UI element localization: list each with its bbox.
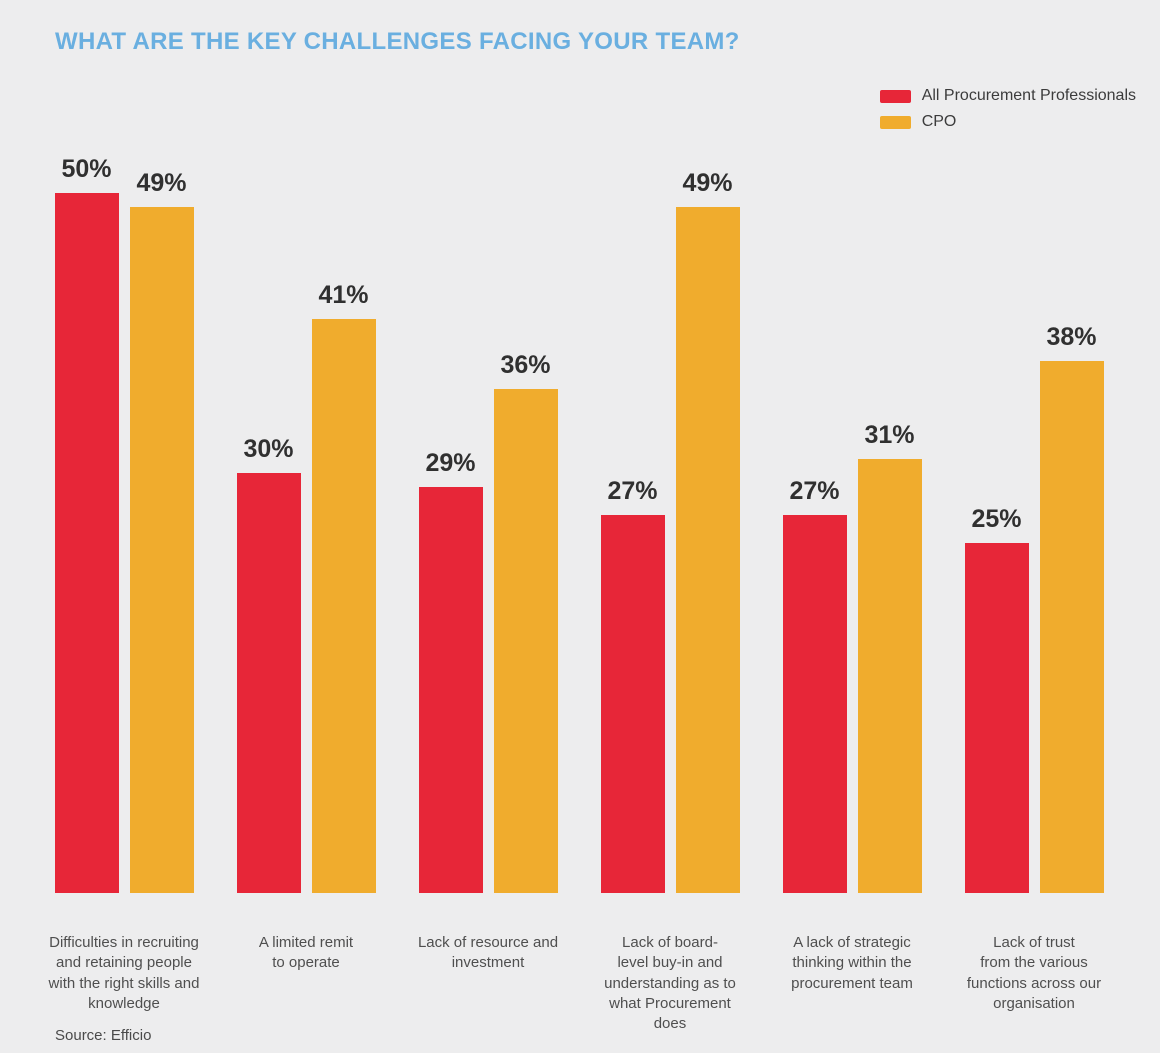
legend-item: All Procurement Professionals [879,87,1136,105]
category-label: A limited remit to operate [258,934,354,972]
bar-group: 30% 41% A limited remit to operate [215,193,397,1034]
legend-label: CPO [921,113,957,130]
value-label: 31% [864,421,915,449]
legend: All Procurement Professionals CPO [879,87,1136,131]
legend-item: CPO [879,113,1136,131]
value-label: 50% [61,155,112,183]
bar-groups: 50% 49% Difficulties in recruiting and ret… [33,155,1125,1034]
bar-pair: 50% 49% [54,155,194,893]
bar-group: 25% 38% Lack of trust from the various fun… [943,193,1125,1034]
value-label: 49% [682,169,733,197]
bar: 29% [418,449,483,893]
chart-title: WHAT ARE THE KEY CHALLENGES FACING YOUR … [55,28,740,55]
bar: 36% [493,351,558,893]
bar: 25% [964,505,1029,893]
value-label: 27% [789,477,840,505]
bar: 27% [782,477,847,893]
bar: 50% [54,155,119,893]
bar: 41% [311,281,376,893]
bar-pair: 25% 38% [964,193,1104,893]
bar: 27% [600,477,665,893]
value-label: 25% [971,505,1022,533]
value-label: 30% [243,435,294,463]
category-label: Lack of board- level buy-in and understa… [604,934,736,1032]
category-label: A lack of strategic thinking within the … [791,934,913,992]
value-label: 29% [425,449,476,477]
value-label: 38% [1046,323,1097,351]
bar: 30% [236,435,301,893]
bar-pair: 27% 31% [782,193,922,893]
bar-pair: 27% 49% [600,169,740,893]
bar-group: 27% 31% A lack of strategic thinking withi… [761,193,943,1034]
category-label: Lack of trust from the various functions… [966,934,1102,1012]
bar-group: 27% 49% Lack of board- level buy-in and un… [579,169,761,1034]
legend-swatch-icon [879,115,911,129]
bar: 38% [1039,323,1104,893]
bar-pair: 30% 41% [236,193,376,893]
bar: 49% [129,169,194,893]
value-label: 41% [318,281,369,309]
legend-swatch-icon [879,89,911,103]
bar-group: 29% 36% Lack of resource and investment [397,193,579,1034]
legend-label: All Procurement Professionals [921,87,1136,104]
value-label: 36% [500,351,551,379]
bar-pair: 29% 36% [418,193,558,893]
category-label: Lack of resource and investment [417,934,559,972]
source-note: Source: Efficio [55,1027,152,1044]
value-label: 49% [136,169,187,197]
bar: 49% [675,169,740,893]
value-label: 27% [607,477,658,505]
category-label: Difficulties in recruiting and retaining… [48,934,200,1012]
bar-chart: 50% 49% Difficulties in recruiting and ret… [33,155,1125,1034]
bar-group: 50% 49% Difficulties in recruiting and ret… [33,155,215,1034]
bar: 31% [857,421,922,893]
